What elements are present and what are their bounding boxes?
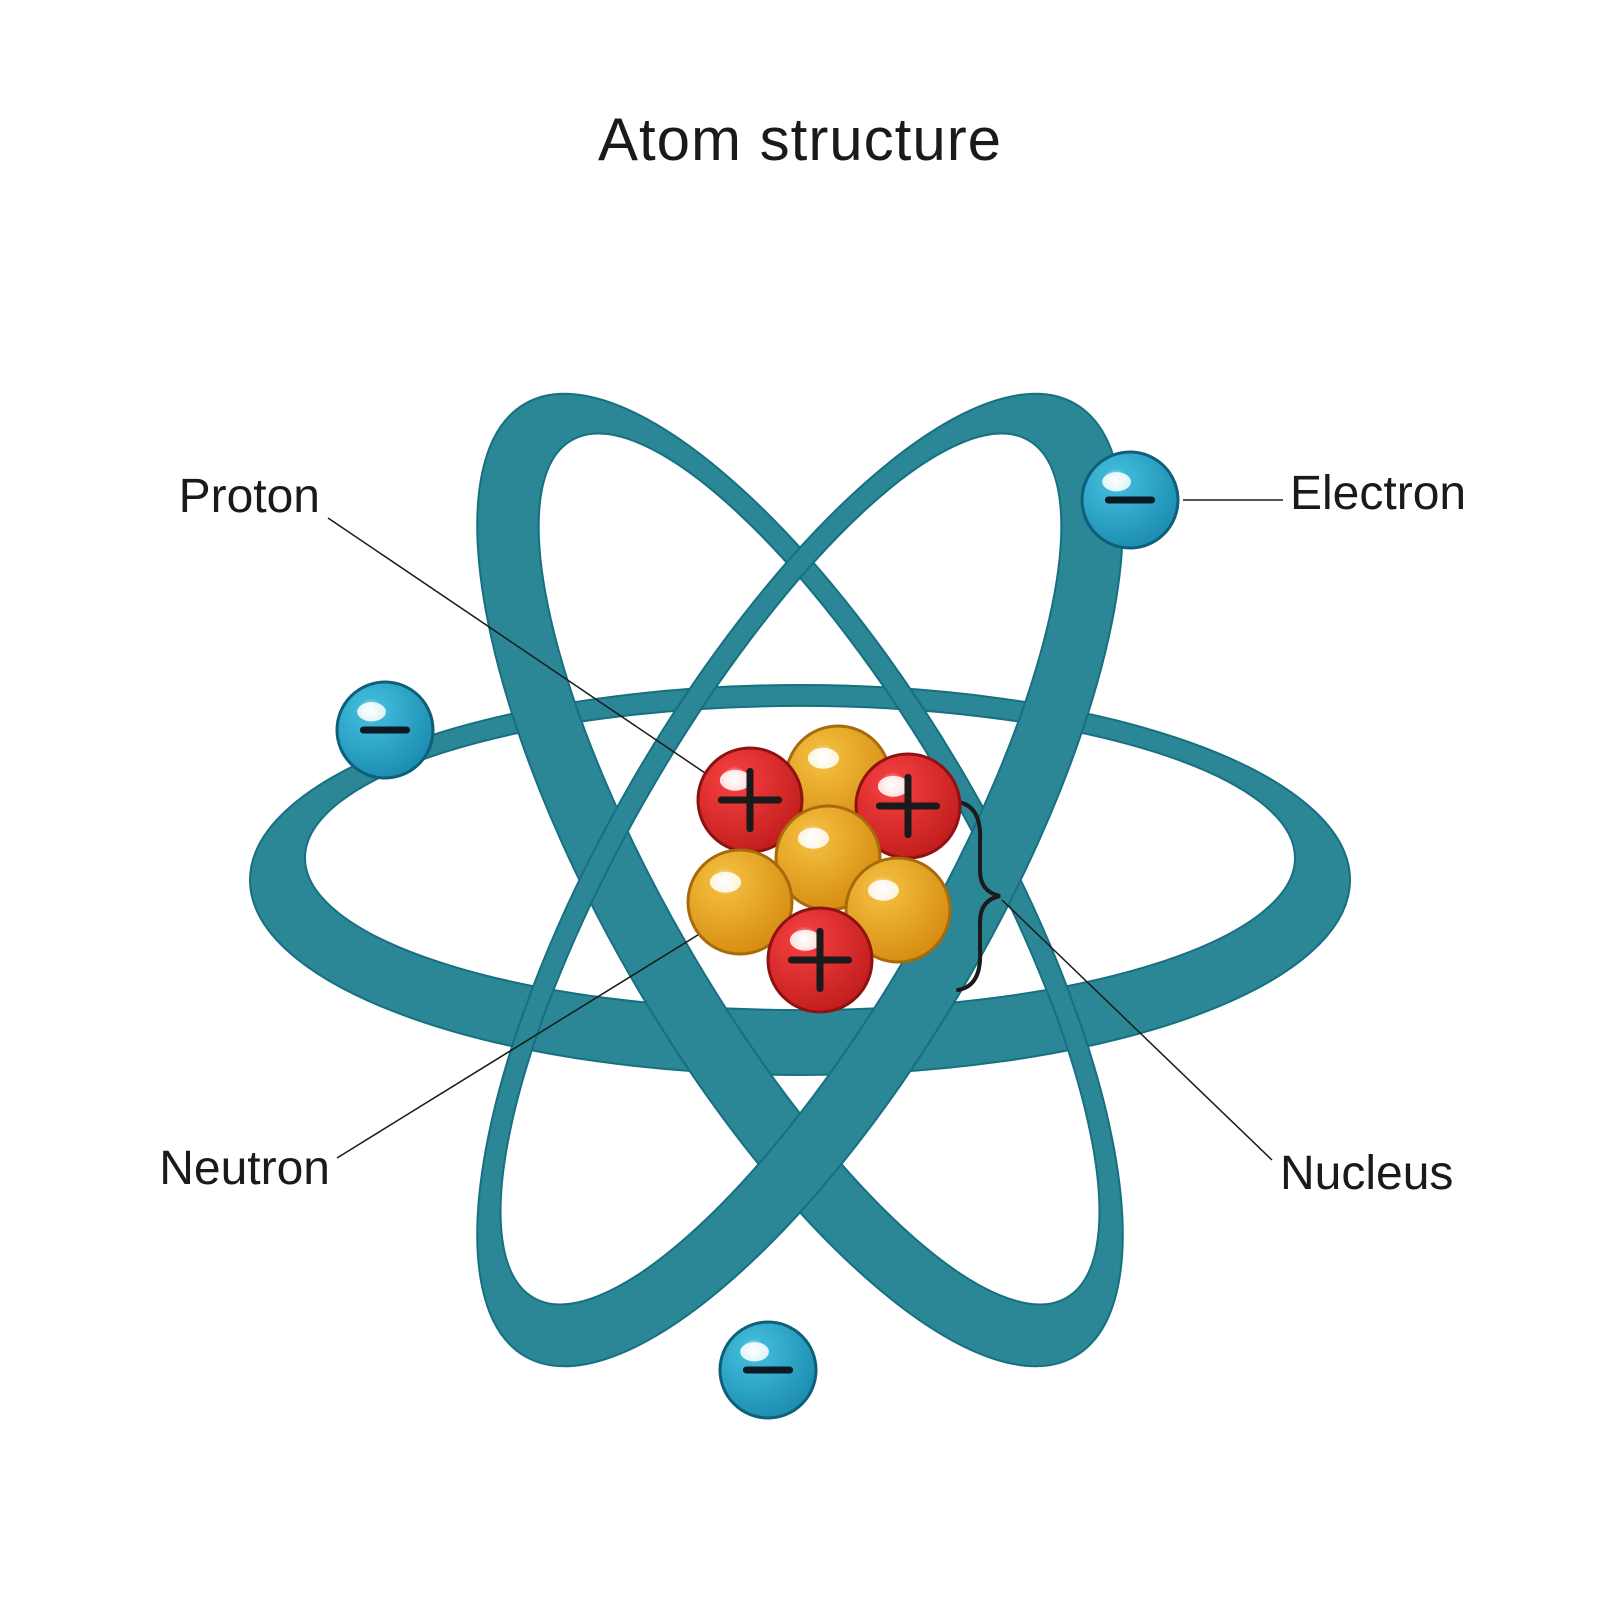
proton — [768, 908, 872, 1012]
electron — [337, 682, 433, 778]
proton-label: Proton — [179, 469, 320, 524]
atom-diagram-svg — [0, 0, 1600, 1600]
electron — [1082, 452, 1178, 548]
electron — [720, 1322, 816, 1418]
electron-label: Electron — [1290, 466, 1466, 521]
nucleus-label: Nucleus — [1280, 1146, 1453, 1201]
diagram-stage: Atom structure Electron Proton Neutron N… — [0, 0, 1600, 1600]
neutron-label: Neutron — [159, 1141, 330, 1196]
diagram-title: Atom structure — [0, 105, 1600, 174]
